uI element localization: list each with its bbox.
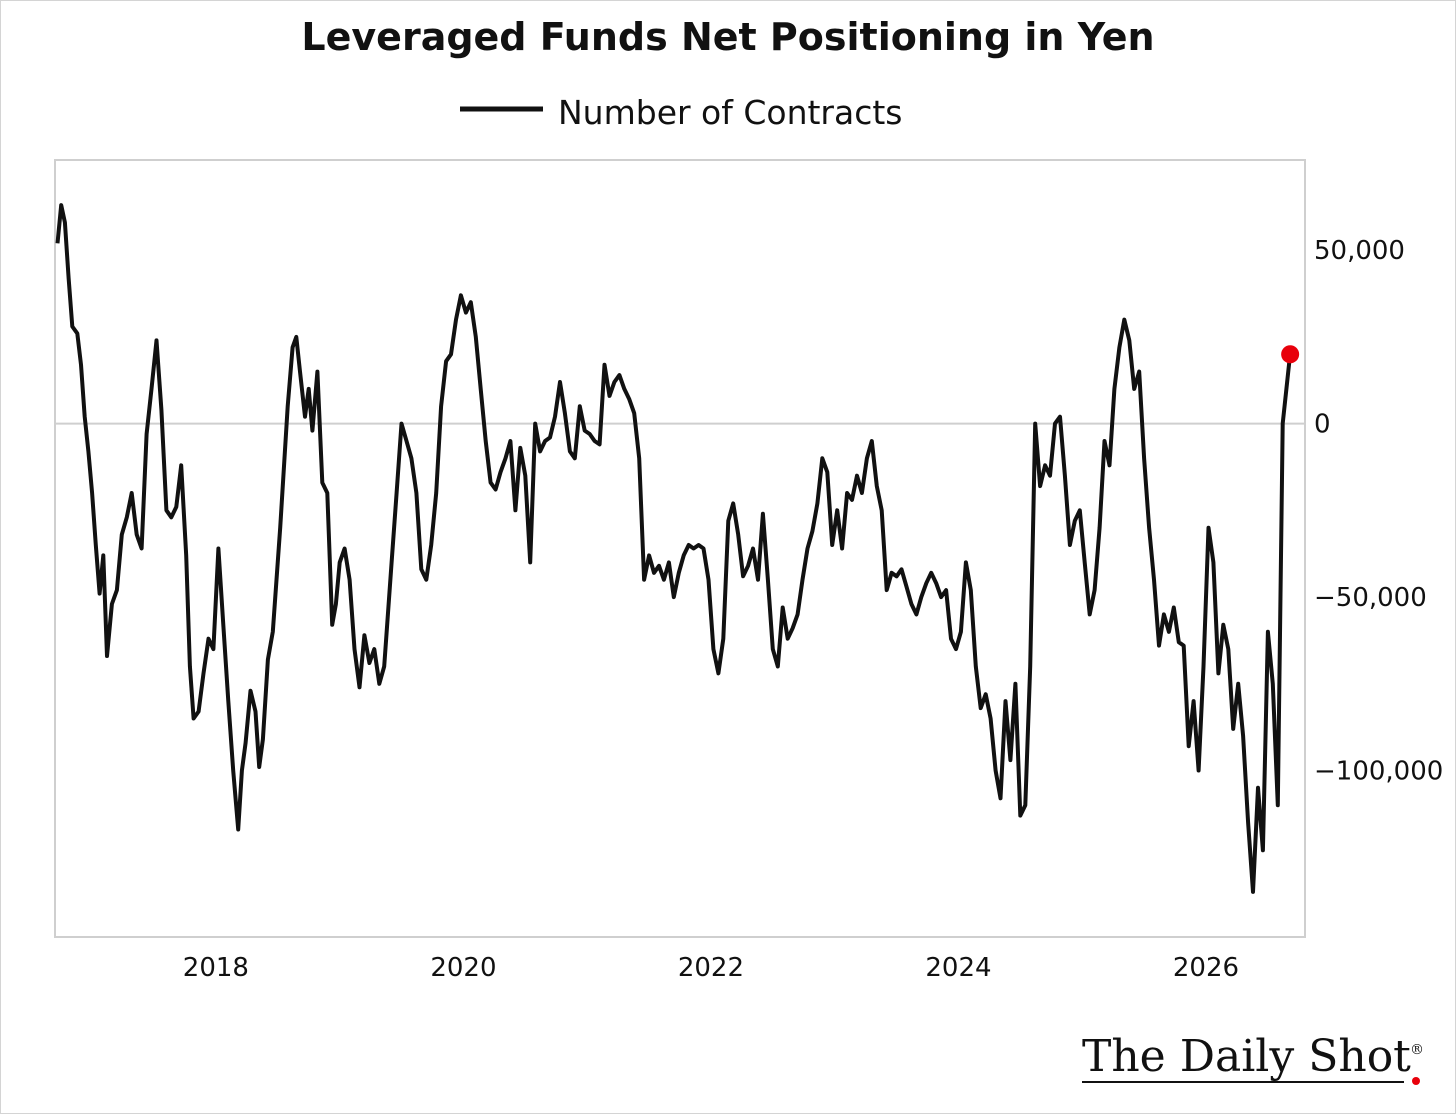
x-tick-label: 2026 bbox=[1173, 953, 1239, 983]
series-line-number-of-contracts bbox=[55, 203, 1293, 894]
x-axis-ticks: 2018 2020 2022 2024 2026 bbox=[183, 953, 1239, 983]
last-value-marker bbox=[1281, 345, 1300, 364]
brand-name: The Daily Shot bbox=[1082, 1031, 1411, 1082]
y-tick-label: −50,000 bbox=[1314, 583, 1427, 613]
plot-area bbox=[54, 159, 1306, 938]
y-tick-label: 0 bbox=[1314, 410, 1331, 440]
x-tick-label: 2022 bbox=[678, 953, 744, 983]
y-tick-label: −100,000 bbox=[1314, 757, 1443, 787]
brand-dot bbox=[1412, 1077, 1420, 1085]
y-tick-label: 50,000 bbox=[1314, 236, 1405, 266]
x-tick-label: 2024 bbox=[925, 953, 991, 983]
y-axis-ticks: 50,000 0 −50,000 −100,000 bbox=[1314, 236, 1443, 786]
legend: Number of Contracts bbox=[460, 93, 903, 132]
brand-logo: The Daily Shot ® bbox=[1082, 1031, 1424, 1085]
chart-title: Leveraged Funds Net Positioning in Yen bbox=[301, 15, 1154, 59]
legend-label: Number of Contracts bbox=[558, 93, 903, 132]
x-tick-label: 2020 bbox=[430, 953, 496, 983]
brand-registered-mark: ® bbox=[1410, 1042, 1424, 1058]
x-tick-label: 2018 bbox=[183, 953, 249, 983]
